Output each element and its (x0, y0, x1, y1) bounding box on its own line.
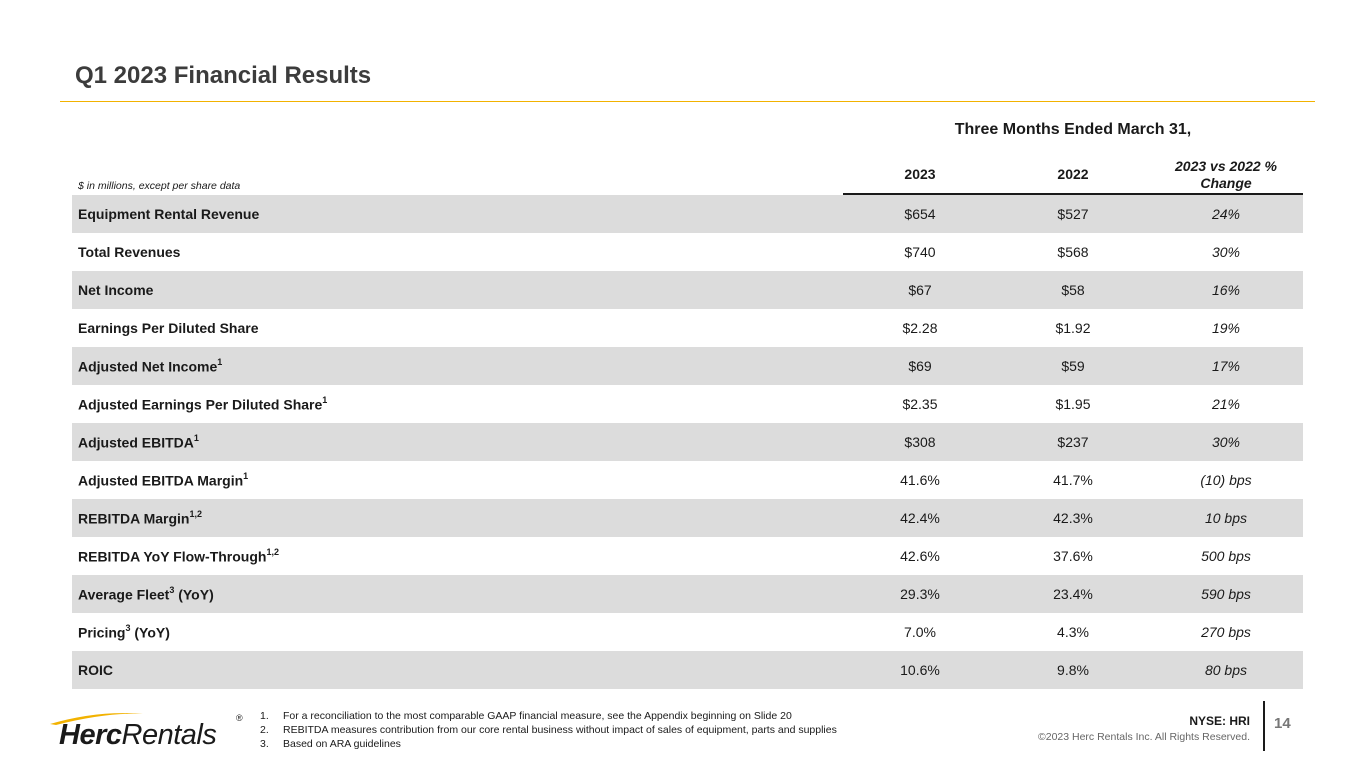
footnote-ref: 1 (217, 356, 223, 367)
stock-ticker: NYSE: HRI (1189, 714, 1250, 728)
footnote-ref: 1,2 (189, 508, 202, 519)
value-2022: $1.95 (1055, 396, 1091, 412)
row-label: Adjusted EBITDA1 (78, 432, 199, 451)
value-2022: $568 (1057, 244, 1089, 260)
herc-rentals-logo: HercRentals ® (48, 708, 248, 751)
footnote: 1. For a reconciliation to the most compa… (260, 710, 792, 722)
value-2022: $1.92 (1055, 320, 1091, 336)
footnotes: 1. For a reconciliation to the most compa… (260, 709, 837, 751)
value-2023: $69 (908, 358, 932, 374)
value-2022: 41.7% (1053, 472, 1093, 488)
row-label: Earnings Per Diluted Share (78, 320, 259, 336)
table-row: Adjusted Earnings Per Diluted Share1 $2.3… (72, 385, 1303, 423)
footnote-ref: 1 (322, 394, 328, 405)
value-change: 30% (1211, 244, 1241, 260)
row-label: Adjusted EBITDA Margin1 (78, 470, 249, 489)
financial-results-table: Equipment Rental Revenue $654 $527 24% Total… (72, 195, 1303, 689)
table-row: Pricing3 (YoY) 7.0% 4.3% 270 bps (72, 613, 1303, 651)
footnote-ref: 1,2 (266, 546, 279, 557)
value-2022: 9.8% (1057, 662, 1089, 678)
value-change: 80 bps (1204, 662, 1248, 678)
value-2023: 41.6% (900, 472, 940, 488)
row-label: Equipment Rental Revenue (78, 206, 260, 222)
row-label: Net Income (78, 282, 154, 298)
row-label: Adjusted Net Income1 (78, 356, 223, 375)
value-2023: 29.3% (900, 586, 940, 602)
value-2022: 23.4% (1053, 586, 1093, 602)
column-header-2022: 2022 (1057, 166, 1089, 182)
footnote-ref: 3 (169, 584, 175, 595)
value-2022: $527 (1057, 206, 1089, 222)
value-2023: 7.0% (904, 624, 936, 640)
footer-divider (1263, 701, 1265, 751)
value-2023: $654 (904, 206, 936, 222)
value-change: 270 bps (1201, 624, 1251, 640)
footnote-ref: 3 (125, 622, 131, 633)
value-2023: 10.6% (900, 662, 940, 678)
logo-wordmark: HercRentals (59, 719, 217, 751)
table-group-header: Three Months Ended March 31, (954, 121, 1192, 138)
value-change: 21% (1211, 396, 1241, 412)
footnote: 3. Based on ARA guidelines (260, 738, 401, 750)
logo-swoosh-icon (50, 713, 143, 725)
footnote: 2. REBITDA measures contribution from our… (260, 724, 837, 736)
row-label: Adjusted Earnings Per Diluted Share1 (78, 394, 328, 413)
value-2022: $237 (1057, 434, 1089, 450)
value-change: 590 bps (1201, 586, 1251, 602)
page-number: 14 (1274, 715, 1291, 732)
row-label: REBITDA Margin1,2 (78, 508, 202, 527)
value-2023: $67 (908, 282, 932, 298)
value-change: 16% (1211, 282, 1241, 298)
value-change: 500 bps (1201, 548, 1251, 564)
table-row: REBITDA Margin1,2 42.4% 42.3% 10 bps (72, 499, 1303, 537)
header-divider (843, 193, 1303, 195)
row-label: REBITDA YoY Flow-Through1,2 (78, 546, 279, 565)
table-row: Adjusted EBITDA1 $308 $237 30% (72, 423, 1303, 461)
row-label: Pricing3 (YoY) (78, 622, 170, 641)
table-row: Earnings Per Diluted Share $2.28 $1.92 19% (72, 309, 1303, 347)
row-label: Average Fleet3 (YoY) (78, 584, 214, 603)
value-change: 30% (1211, 434, 1241, 450)
value-2023: $2.28 (902, 320, 938, 336)
row-label: Total Revenues (78, 244, 181, 260)
value-2022: $59 (1061, 358, 1085, 374)
table-row: Average Fleet3 (YoY) 29.3% 23.4% 590 bps (72, 575, 1303, 613)
table-row: Adjusted EBITDA Margin1 41.6% 41.7% (10) bp… (72, 461, 1303, 499)
column-header-change: 2023 vs 2022 % Change (1175, 158, 1277, 191)
value-2022: 42.3% (1053, 510, 1093, 526)
value-2023: 42.4% (900, 510, 940, 526)
title-divider (60, 101, 1315, 102)
table-row: ROIC 10.6% 9.8% 80 bps (72, 651, 1303, 689)
table-row: Total Revenues $740 $568 30% (72, 233, 1303, 271)
registered-mark: ® (236, 713, 243, 723)
value-2022: $58 (1061, 282, 1085, 298)
value-change: 19% (1211, 320, 1241, 336)
value-change: 24% (1211, 206, 1241, 222)
column-header-2023: 2023 (904, 166, 936, 182)
row-label: ROIC (78, 662, 113, 678)
value-change: 17% (1211, 358, 1241, 374)
value-2023: 42.6% (900, 548, 940, 564)
table-row: REBITDA YoY Flow-Through1,2 42.6% 37.6% 500… (72, 537, 1303, 575)
units-note: $ in millions, except per share data (78, 180, 241, 192)
copyright-notice: ©2023 Herc Rentals Inc. All Rights Reser… (1038, 731, 1250, 743)
value-2023: $2.35 (902, 396, 938, 412)
value-change: (10) bps (1200, 472, 1252, 488)
table-row: Equipment Rental Revenue $654 $527 24% (72, 195, 1303, 233)
value-2023: $740 (904, 244, 936, 260)
footnote-ref: 1 (193, 432, 199, 443)
value-2022: 4.3% (1057, 624, 1089, 640)
table-row: Adjusted Net Income1 $69 $59 17% (72, 347, 1303, 385)
table-row: Net Income $67 $58 16% (72, 271, 1303, 309)
value-change: 10 bps (1204, 510, 1248, 526)
value-2022: 37.6% (1053, 548, 1093, 564)
footnote-ref: 1 (243, 470, 249, 481)
value-2023: $308 (904, 434, 936, 450)
page-title: Q1 2023 Financial Results (75, 62, 372, 89)
